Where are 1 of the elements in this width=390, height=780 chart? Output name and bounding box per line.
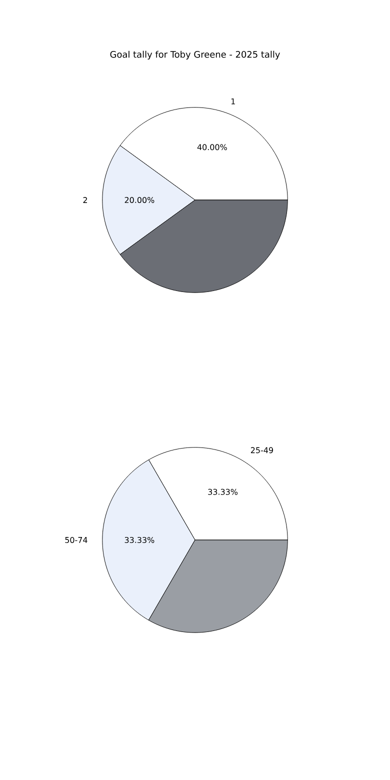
chart-title: Goal tally for Toby Greene - 2025 tally [110,50,280,60]
